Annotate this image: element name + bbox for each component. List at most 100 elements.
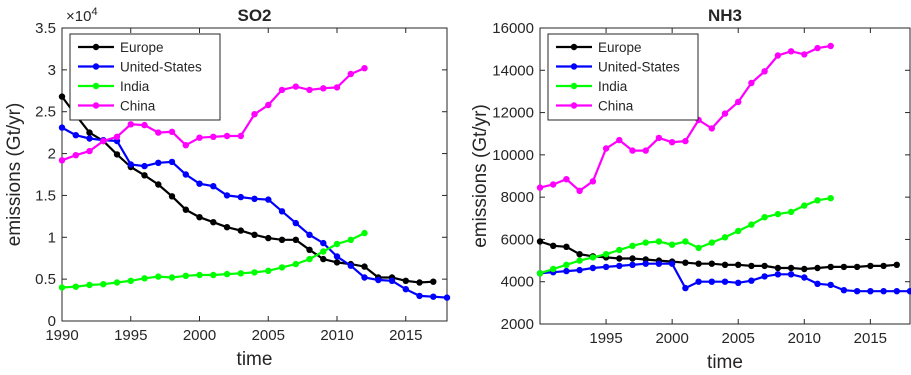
data-point bbox=[141, 121, 148, 129]
y-tick-label: 0.5 bbox=[35, 271, 56, 288]
data-point bbox=[155, 159, 162, 166]
data-point bbox=[708, 260, 715, 267]
data-point bbox=[306, 255, 313, 263]
legend-label: Europe bbox=[598, 40, 642, 55]
data-point bbox=[629, 147, 636, 154]
data-point bbox=[893, 261, 900, 268]
data-point bbox=[629, 255, 636, 262]
data-point bbox=[642, 239, 649, 246]
legend-label: India bbox=[598, 79, 628, 94]
data-point bbox=[251, 269, 258, 276]
legend: Europe United-States India China bbox=[547, 33, 699, 121]
data-point bbox=[155, 273, 162, 280]
legend-swatch-marker bbox=[570, 102, 578, 109]
data-point bbox=[265, 196, 272, 203]
data-point bbox=[735, 261, 742, 268]
data-point bbox=[127, 161, 134, 168]
data-point bbox=[576, 266, 583, 274]
x-axis-title: time bbox=[237, 349, 273, 370]
data-point bbox=[347, 236, 354, 243]
data-point bbox=[721, 278, 729, 285]
data-point bbox=[361, 274, 368, 281]
data-point bbox=[576, 251, 583, 258]
data-point bbox=[320, 239, 327, 247]
data-point bbox=[86, 281, 93, 289]
x-tick-label: 2010 bbox=[320, 327, 353, 344]
data-point bbox=[550, 265, 557, 273]
data-point bbox=[375, 276, 382, 284]
data-point bbox=[774, 271, 782, 278]
data-point bbox=[402, 277, 409, 284]
series-china bbox=[58, 65, 368, 164]
data-point bbox=[735, 227, 742, 235]
data-point bbox=[58, 284, 66, 291]
data-point bbox=[840, 263, 848, 271]
data-point bbox=[210, 271, 217, 279]
series-line bbox=[61, 95, 434, 284]
data-point bbox=[550, 181, 557, 188]
legend-swatch-marker bbox=[570, 43, 578, 51]
data-point bbox=[827, 263, 834, 271]
data-point bbox=[402, 286, 409, 293]
data-point bbox=[251, 195, 258, 202]
legend-swatch-marker bbox=[92, 102, 100, 109]
data-point bbox=[320, 248, 327, 255]
data-point bbox=[708, 239, 715, 246]
data-point bbox=[827, 281, 834, 289]
y-tick-label: 10000 bbox=[492, 147, 534, 164]
data-point bbox=[787, 208, 795, 216]
data-point bbox=[787, 264, 795, 272]
data-point bbox=[761, 273, 768, 280]
data-point bbox=[333, 253, 341, 260]
data-point bbox=[306, 231, 313, 238]
x-tick-label: 2000 bbox=[655, 330, 688, 347]
data-point bbox=[306, 246, 313, 253]
data-point bbox=[840, 287, 848, 294]
data-point bbox=[430, 293, 437, 300]
data-point bbox=[333, 240, 341, 248]
y-tick-label: 2.5 bbox=[35, 104, 56, 121]
data-point bbox=[801, 265, 808, 273]
data-point bbox=[787, 48, 795, 55]
data-point bbox=[682, 259, 689, 266]
data-point bbox=[168, 274, 176, 281]
data-point bbox=[682, 137, 689, 145]
data-point bbox=[210, 219, 217, 226]
data-point bbox=[278, 264, 286, 271]
data-point bbox=[58, 124, 66, 131]
y-tick-label: 14000 bbox=[492, 62, 534, 79]
data-point bbox=[761, 68, 768, 75]
data-point bbox=[210, 133, 217, 140]
y-tick-label: 3 bbox=[48, 62, 56, 79]
y-tick-label: 4000 bbox=[501, 274, 534, 291]
data-point bbox=[127, 121, 134, 128]
legend-swatch-marker bbox=[92, 43, 100, 51]
data-point bbox=[127, 277, 134, 284]
series-united-states bbox=[536, 260, 911, 295]
data-point bbox=[113, 279, 121, 286]
data-point bbox=[168, 193, 176, 200]
data-point bbox=[827, 195, 834, 202]
data-point bbox=[563, 267, 570, 275]
data-point bbox=[576, 187, 583, 194]
legend-swatch-marker bbox=[570, 63, 578, 70]
data-point bbox=[72, 152, 80, 159]
x-axis-title: time bbox=[707, 352, 743, 373]
y-tick-label: 1.5 bbox=[35, 187, 56, 204]
data-point bbox=[602, 263, 610, 271]
data-point bbox=[86, 135, 93, 142]
data-point bbox=[602, 145, 610, 152]
plot-area bbox=[539, 27, 911, 325]
data-point bbox=[629, 261, 636, 268]
data-point bbox=[265, 234, 272, 242]
data-point bbox=[682, 284, 689, 292]
data-point bbox=[695, 244, 702, 252]
data-point bbox=[168, 158, 176, 166]
data-point bbox=[880, 288, 887, 295]
data-point bbox=[251, 111, 258, 118]
data-point bbox=[361, 65, 368, 72]
data-point bbox=[602, 251, 610, 258]
data-point bbox=[616, 246, 623, 254]
chart-nh3: 1995 2000 2005 2010 2015 2000 4000 6000 8000 1000… bbox=[470, 6, 911, 373]
